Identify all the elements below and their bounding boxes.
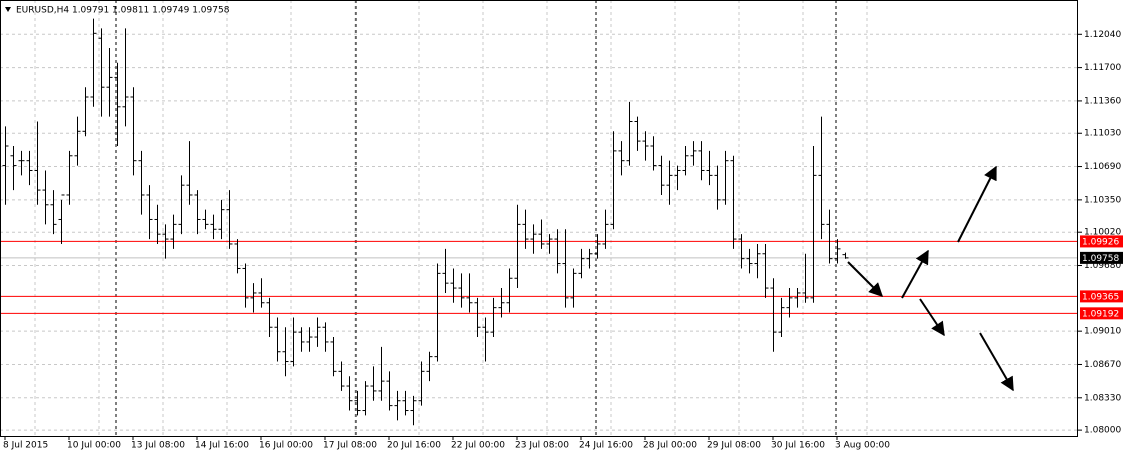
level-box bbox=[1080, 290, 1123, 303]
current-price-box bbox=[1080, 251, 1123, 264]
x-tick-label: 13 Jul 08:00 bbox=[131, 441, 185, 451]
x-tick-label: 10 Jul 00:00 bbox=[67, 441, 121, 451]
x-tick-label: 16 Jul 00:00 bbox=[259, 441, 313, 451]
arrow bbox=[901, 249, 929, 299]
bars bbox=[2, 18, 849, 426]
y-tick-label: 1.08670 bbox=[1084, 360, 1121, 370]
x-tick-label: 29 Jul 08:00 bbox=[707, 441, 761, 451]
levels bbox=[0, 240, 1078, 314]
y-tick-label: 1.08000 bbox=[1084, 426, 1121, 436]
x-tick-label: 24 Jul 16:00 bbox=[579, 441, 633, 451]
arrow bbox=[979, 332, 1014, 392]
level-box bbox=[1080, 235, 1123, 248]
y-tick-label: 1.11360 bbox=[1084, 96, 1121, 106]
y-tick-label: 1.10690 bbox=[1084, 162, 1121, 172]
y-tick-label: 1.10020 bbox=[1084, 228, 1121, 238]
y-tick-label: 1.08330 bbox=[1084, 393, 1121, 403]
x-tick-label: 23 Jul 08:00 bbox=[515, 441, 569, 451]
current-price-label: 1.09758 bbox=[1082, 254, 1119, 264]
x-tick-label: 8 Jul 2015 bbox=[3, 441, 48, 451]
x-tick-label: 20 Jul 16:00 bbox=[387, 441, 441, 451]
y-tick-label: 1.11700 bbox=[1084, 63, 1121, 73]
grid bbox=[0, 0, 1078, 436]
x-tick-label: 3 Aug 00:00 bbox=[835, 441, 890, 451]
y-tick-label: 1.09680 bbox=[1084, 261, 1121, 271]
x-tick-label: 28 Jul 00:00 bbox=[643, 441, 697, 451]
annotation-arrows bbox=[847, 165, 1014, 392]
menu-triangle bbox=[5, 7, 11, 12]
plot-frame bbox=[0, 0, 1078, 437]
arrow bbox=[957, 165, 997, 243]
chart-title: EURUSD,H4 1.09791 1.09811 1.09749 1.0975… bbox=[16, 6, 230, 16]
level-label: 1.09365 bbox=[1082, 292, 1119, 302]
level-label: 1.09192 bbox=[1082, 309, 1119, 319]
arrow bbox=[847, 261, 883, 297]
level-box bbox=[1080, 307, 1123, 320]
arrow bbox=[919, 298, 945, 337]
x-tick-label: 30 Jul 16:00 bbox=[771, 441, 825, 451]
y-tick-label: 1.12040 bbox=[1084, 30, 1121, 40]
y-tick-label: 1.09010 bbox=[1084, 327, 1121, 337]
y-tick-label: 1.10350 bbox=[1084, 195, 1121, 205]
x-tick-label: 22 Jul 00:00 bbox=[451, 441, 505, 451]
y-tick-label: 1.11030 bbox=[1084, 129, 1121, 139]
level-label: 1.09926 bbox=[1082, 237, 1119, 247]
x-tick-label: 17 Jul 08:00 bbox=[323, 441, 377, 451]
x-tick-label: 14 Jul 16:00 bbox=[195, 441, 249, 451]
